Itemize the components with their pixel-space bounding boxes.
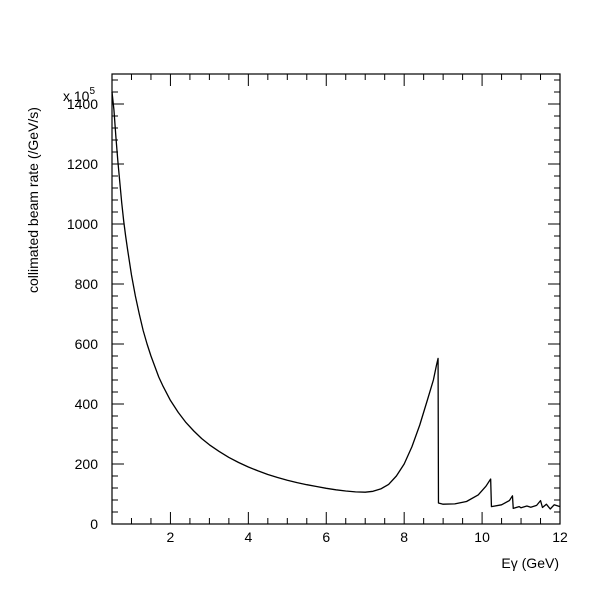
y-tick-label: 1000	[67, 216, 98, 232]
x-tick-label: 12	[552, 529, 568, 545]
y-tick-label: 1200	[67, 156, 98, 172]
x-tick-label: 8	[400, 529, 408, 545]
y-tick-label: 1400	[67, 96, 98, 112]
series-line-0	[111, 91, 561, 510]
tick-labels: 2 4 6 8 10 12 0 200 400 600 800 1000 1200 1400	[67, 96, 568, 545]
plot-area	[111, 91, 561, 510]
y-tick-label: 400	[75, 396, 99, 412]
plot-frame	[111, 73, 561, 525]
x-tick-label: 6	[322, 529, 330, 545]
axis-ticks	[111, 74, 561, 525]
y-tick-label: 600	[75, 336, 99, 352]
y-tick-label: 800	[75, 276, 99, 292]
y-axis-multiplier: x 105	[63, 86, 95, 104]
x-tick-label: 2	[167, 529, 175, 545]
x-axis-label: Eγ (GeV)	[501, 555, 559, 571]
y-axis-multiplier-base: x 10	[63, 88, 90, 104]
x-tick-label: 10	[474, 529, 490, 545]
x-tick-label: 4	[244, 529, 252, 545]
y-tick-label: 200	[75, 456, 99, 472]
y-axis-multiplier-exponent: 5	[89, 86, 95, 97]
y-axis-label: collimated beam rate (/GeV/s)	[25, 107, 41, 293]
y-tick-label: 0	[90, 516, 98, 532]
